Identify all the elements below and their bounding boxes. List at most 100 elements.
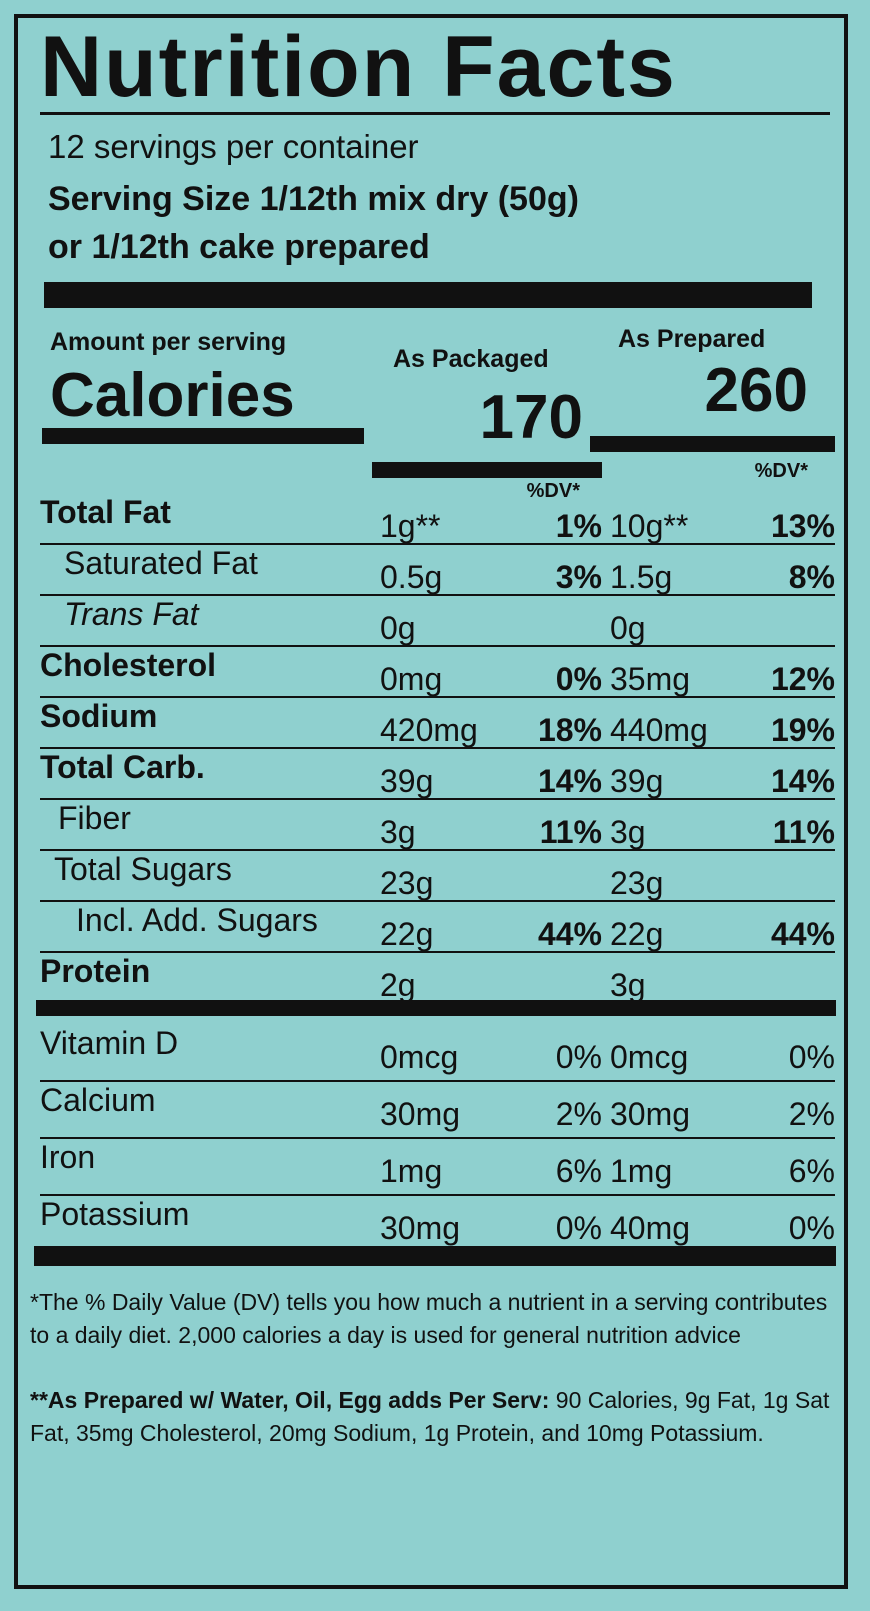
row-rule [40, 594, 835, 596]
daily-value: 8% [788, 559, 835, 595]
amount: 0g [610, 610, 646, 646]
nutrient-name: Vitamin D [40, 1025, 179, 1061]
column-label: As Prepared [618, 325, 766, 353]
amount: 22g [610, 916, 664, 952]
nutrient-name: Iron [40, 1139, 96, 1175]
nutrient-name: Potassium [40, 1196, 190, 1232]
nutrient-name: Total Carb. [40, 749, 205, 785]
amount: 0mcg [610, 1039, 689, 1075]
amount: 30mg [380, 1096, 461, 1132]
daily-value: 12% [770, 661, 835, 697]
daily-value: 6% [555, 1153, 602, 1189]
amount: 23g [380, 865, 434, 901]
amount: 39g [380, 763, 434, 799]
footnote: *The % Daily Value (DV) tells you how mu… [30, 1289, 828, 1348]
amount: 30mg [610, 1096, 691, 1132]
amount: 1g** [380, 508, 441, 544]
row-rule [40, 798, 835, 800]
amount: 0g [380, 610, 416, 646]
daily-value: 0% [555, 1210, 602, 1246]
rule [40, 112, 830, 115]
amount-label: Amount per serving [50, 328, 287, 356]
row-rule [40, 645, 835, 647]
nutrient-name: Fiber [58, 800, 131, 836]
amount: 2g [380, 967, 416, 1003]
daily-value: 13% [770, 508, 835, 544]
amount: 0.5g [380, 559, 443, 595]
daily-value: 11% [539, 814, 602, 850]
daily-value: 1% [555, 508, 602, 544]
daily-value: 14% [537, 763, 602, 799]
row-rule [40, 1137, 835, 1139]
thick-rule [34, 1246, 836, 1266]
daily-value: 6% [788, 1153, 835, 1189]
row-rule [40, 1080, 835, 1082]
prepared-note-text: 90 Calories, 9g Fat, 1g Sat Fat, 35mg Ch… [30, 1387, 830, 1446]
row-rule [40, 900, 835, 902]
amount: 1.5g [610, 559, 673, 595]
row-rule [40, 543, 835, 545]
amount: 3g [610, 967, 646, 1003]
calories: 170 [479, 383, 583, 452]
daily-value: 0% [555, 1039, 602, 1075]
amount: 420mg [380, 712, 478, 748]
nutrient-name: Trans Fat [64, 596, 199, 632]
amount: 22g [380, 916, 434, 952]
amount: 39g [610, 763, 664, 799]
nutrient-name: Total Sugars [54, 851, 232, 887]
rule [590, 436, 835, 452]
amount: 23g [610, 865, 664, 901]
amount: 0mcg [380, 1039, 459, 1075]
amount: 3g [610, 814, 646, 850]
row-rule [40, 951, 835, 953]
daily-value: 18% [537, 712, 602, 748]
daily-value: 44% [770, 916, 835, 952]
thick-rule [36, 1000, 836, 1016]
nutrient-name: Calcium [40, 1082, 156, 1118]
rule [372, 462, 602, 478]
rule [42, 428, 364, 444]
nutrient-name: Cholesterol [40, 647, 217, 683]
serving-size: Serving Size 1/12th mix dry (50g) [48, 180, 579, 218]
nutrient-name: Sodium [40, 698, 158, 734]
amount: 1mg [610, 1153, 673, 1189]
title: Nutrition Facts [40, 19, 677, 115]
daily-value: 0% [788, 1210, 835, 1246]
prepared-note-lead: **As Prepared w/ Water, Oil, Egg adds Pe… [30, 1387, 550, 1413]
dv-label: %DV* [526, 480, 580, 502]
daily-value: 14% [770, 763, 835, 799]
row-rule [40, 696, 835, 698]
daily-value: 0% [788, 1039, 835, 1075]
amount: 30mg [380, 1210, 461, 1246]
row-rule [40, 849, 835, 851]
calories-label: Calories [50, 361, 295, 430]
thick-rule [44, 282, 812, 308]
row-rule [40, 747, 835, 749]
row-rule [40, 1194, 835, 1196]
nutrient-name: Protein [40, 953, 151, 989]
daily-value: 2% [788, 1096, 835, 1132]
column-label: As Packaged [393, 345, 549, 373]
amount: 1mg [380, 1153, 443, 1189]
amount: 3g [380, 814, 416, 850]
amount: 40mg [610, 1210, 691, 1246]
daily-value: 19% [770, 712, 835, 748]
nutrient-name: Saturated Fat [64, 545, 258, 581]
amount: 440mg [610, 712, 708, 748]
serving-size: or 1/12th cake prepared [48, 228, 430, 266]
prepared-note: **As Prepared w/ Water, Oil, Egg adds Pe… [30, 1384, 840, 1450]
nutrient-name: Total Fat [40, 494, 171, 530]
daily-value: 11% [772, 814, 835, 850]
frame [14, 14, 848, 1589]
amount: 10g** [610, 508, 689, 544]
amount: 0mg [380, 661, 443, 697]
calories: 260 [704, 356, 808, 425]
daily-value: 0% [555, 661, 602, 697]
servings: 12 servings per container [48, 128, 419, 165]
nutrient-name: Incl. Add. Sugars [76, 902, 318, 938]
daily-value: 2% [555, 1096, 602, 1132]
dv-label: %DV* [754, 460, 808, 482]
daily-value: 3% [555, 559, 602, 595]
daily-value: 44% [537, 916, 602, 952]
